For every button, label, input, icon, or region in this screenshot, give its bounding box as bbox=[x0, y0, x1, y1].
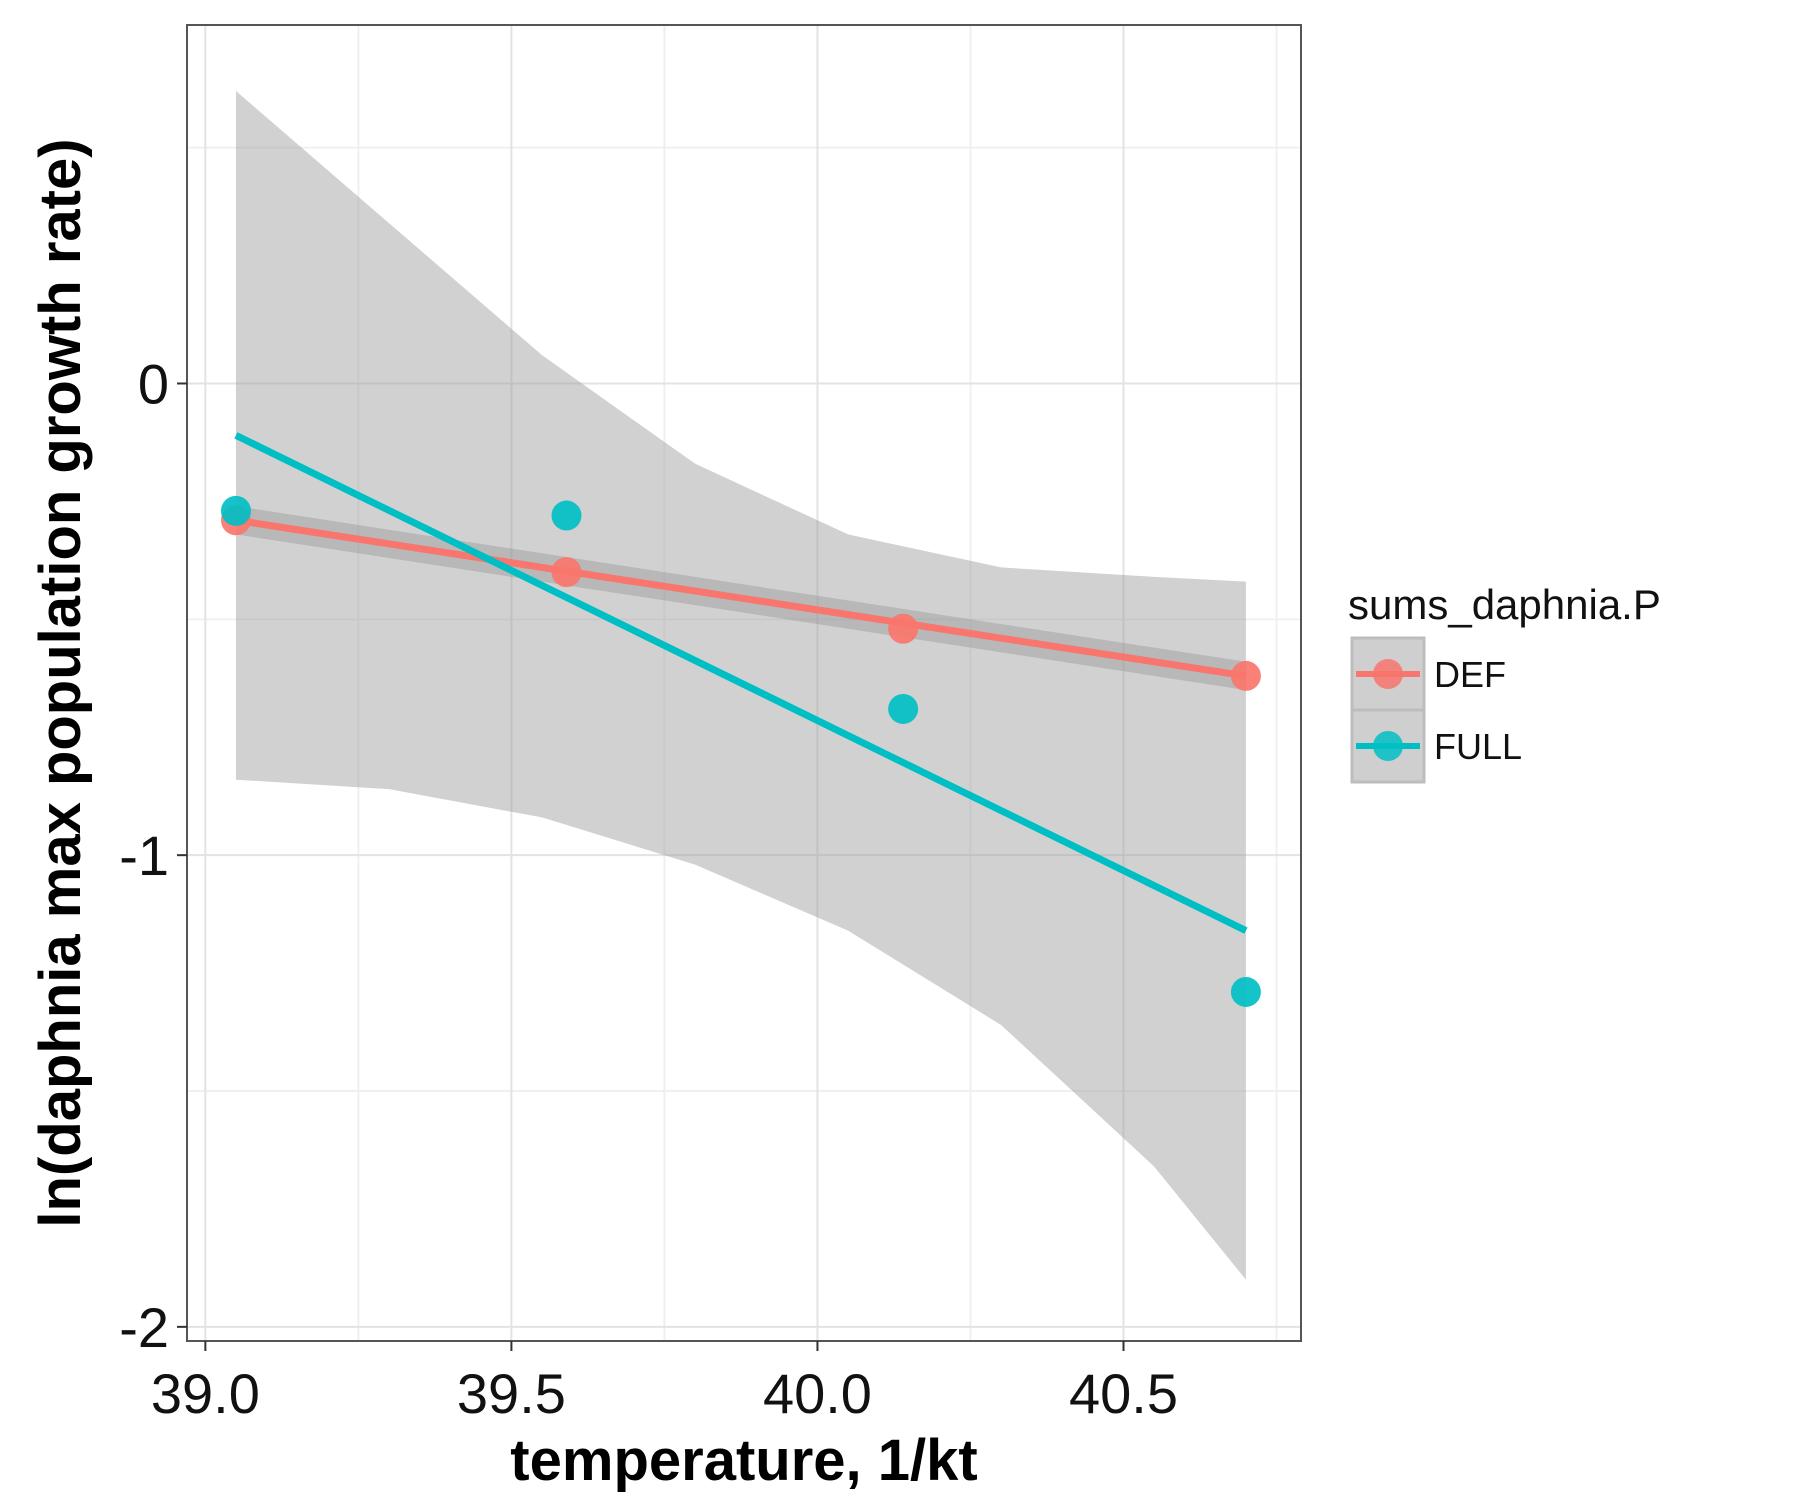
legend-point-def bbox=[1373, 659, 1403, 689]
x-tick-label: 39.0 bbox=[151, 1362, 260, 1425]
x-tick-label: 40.5 bbox=[1069, 1362, 1178, 1425]
legend: sums_daphnia.P DEF FULL bbox=[1348, 581, 1661, 784]
y-tick-label: -1 bbox=[119, 824, 169, 887]
major-gridlines bbox=[187, 25, 1301, 1341]
point-full bbox=[888, 693, 919, 724]
point-def bbox=[1230, 660, 1261, 691]
point-full bbox=[551, 500, 582, 531]
point-full bbox=[220, 495, 251, 526]
point-def bbox=[888, 613, 919, 644]
x-axis: 39.0 39.5 40.0 40.5 bbox=[151, 1341, 1178, 1425]
fit-line-def bbox=[235, 516, 1247, 680]
plot-border bbox=[186, 24, 1302, 1342]
y-axis-title: ln(daphnia max population growth rate) bbox=[28, 138, 93, 1227]
x-tick-label: 39.5 bbox=[457, 1362, 566, 1425]
x-tick-label: 40.0 bbox=[763, 1362, 872, 1425]
y-tick-label: -2 bbox=[119, 1296, 169, 1359]
y-axis: 0 -1 -2 bbox=[119, 352, 187, 1359]
legend-label-def: DEF bbox=[1434, 654, 1506, 695]
data-points bbox=[220, 495, 1261, 1007]
point-def bbox=[551, 557, 582, 588]
legend-point-full bbox=[1373, 731, 1403, 761]
point-full bbox=[1230, 976, 1261, 1007]
legend-label-full: FULL bbox=[1434, 726, 1522, 767]
legend-title: sums_daphnia.P bbox=[1348, 581, 1661, 628]
fit-lines bbox=[234, 432, 1248, 934]
y-tick-label: 0 bbox=[138, 352, 169, 415]
fit-line-full bbox=[234, 432, 1248, 934]
minor-gridlines bbox=[187, 25, 1301, 1341]
x-axis-title: temperature, 1/kt bbox=[510, 1428, 977, 1493]
